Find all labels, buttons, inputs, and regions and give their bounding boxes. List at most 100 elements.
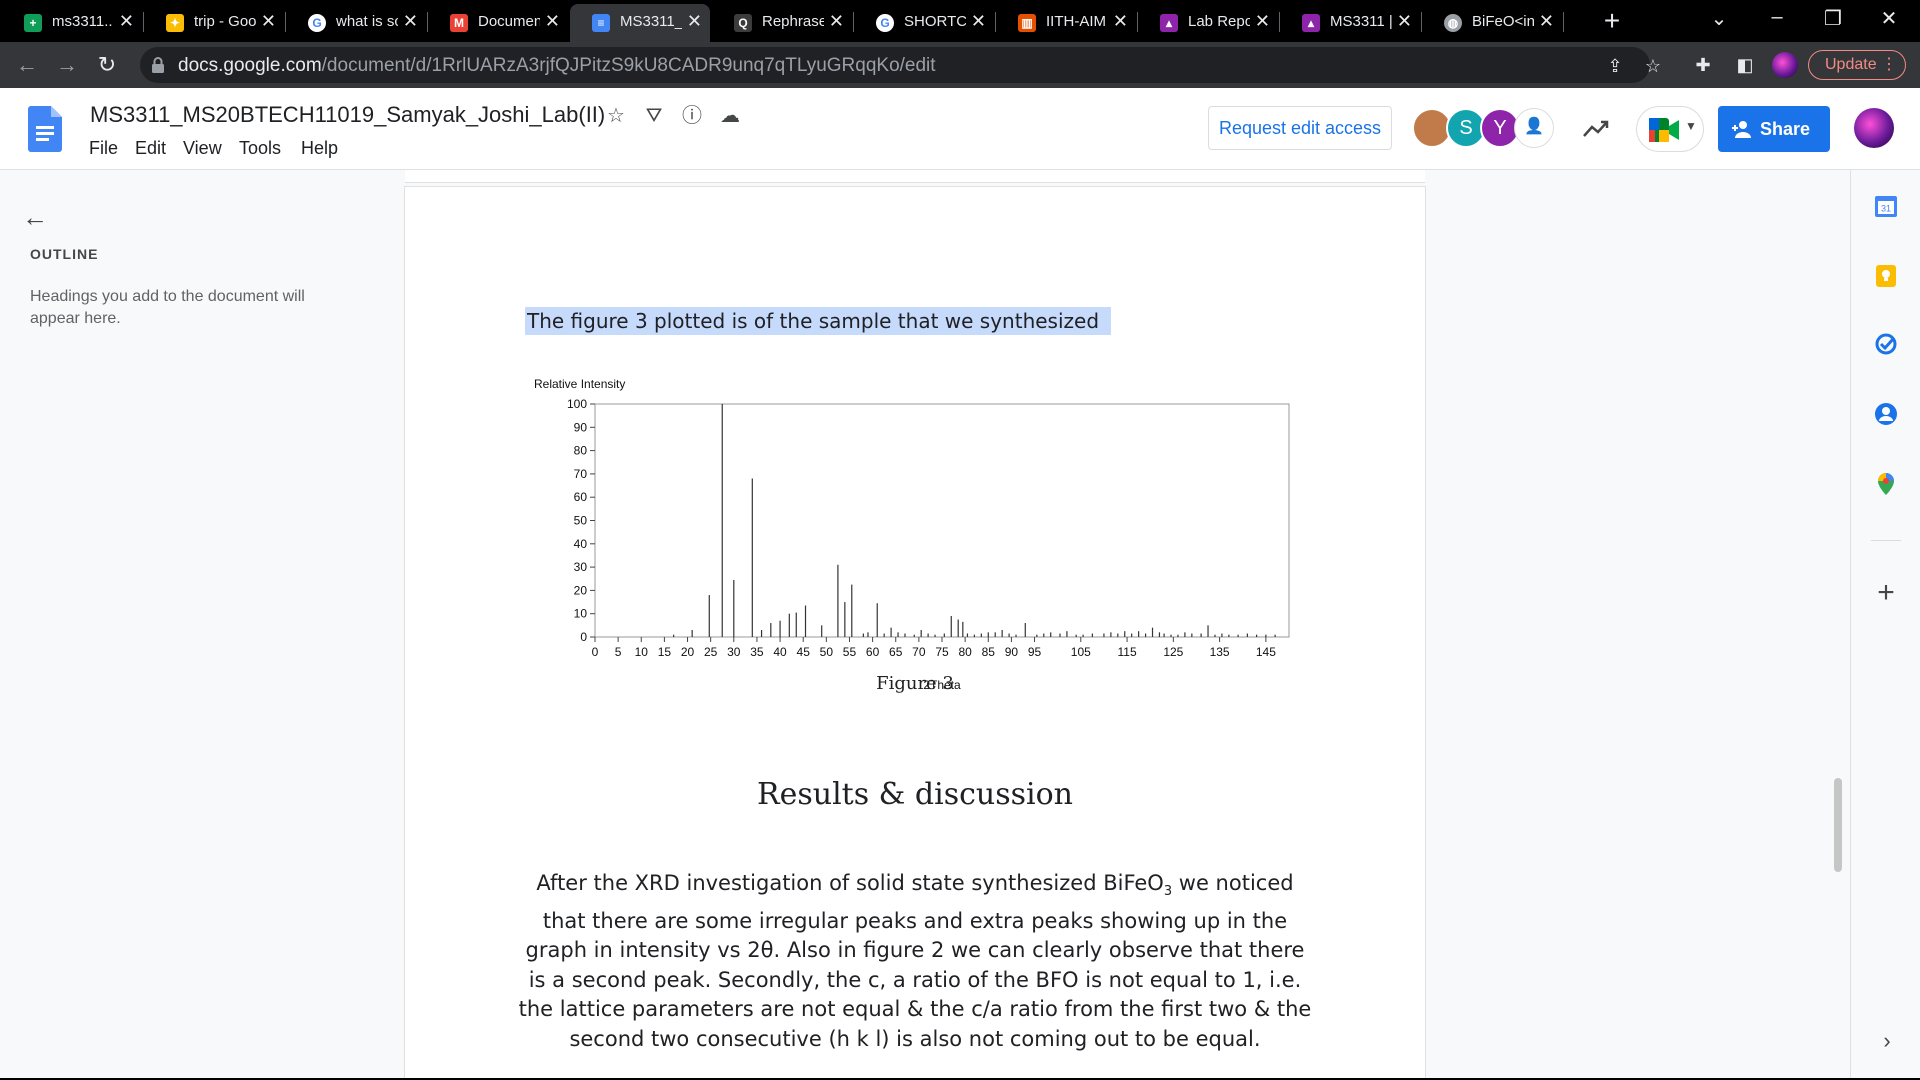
para-part-1: After the XRD investigation of solid sta… <box>536 871 1164 895</box>
menu-edit[interactable]: Edit <box>135 138 167 158</box>
menu-file[interactable]: File <box>89 138 119 158</box>
get-addons-plus-icon[interactable]: + <box>1877 576 1895 609</box>
collaborator-avatar[interactable] <box>1412 108 1452 148</box>
body-paragraph[interactable]: After the XRD investigation of solid sta… <box>515 869 1315 1054</box>
tab-separator <box>1563 12 1564 32</box>
x-tick-label: 85 <box>982 645 996 659</box>
tab-separator <box>1279 12 1280 32</box>
browser-tab[interactable]: Q Rephrase ✕ <box>712 4 852 42</box>
x-tick-label: 35 <box>750 645 764 659</box>
new-tab-button[interactable]: + <box>1603 5 1621 36</box>
x-tick-label: 75 <box>935 645 949 659</box>
tab-title: IITH-AIM <box>1046 13 1106 30</box>
forward-arrow-icon[interactable]: → <box>56 52 78 77</box>
side-panel-icon[interactable]: ◧ <box>1736 55 1754 75</box>
window-bottom-edge <box>0 1078 1920 1080</box>
close-window-button[interactable]: ✕ <box>1880 8 1898 30</box>
info-icon[interactable]: ⓘ <box>682 105 702 127</box>
close-tab-icon[interactable]: ✕ <box>1396 11 1412 31</box>
browser-tab[interactable]: ◍ BiFeO<in ✕ <box>1422 4 1562 42</box>
menu-view[interactable]: View <box>183 138 222 158</box>
x-tick-label: 25 <box>704 645 718 659</box>
menu-tools[interactable]: Tools <box>239 138 282 158</box>
close-tab-icon[interactable]: ✕ <box>1112 11 1128 31</box>
docs-logo-icon[interactable] <box>28 106 62 152</box>
x-tick-label: 30 <box>727 645 741 659</box>
keep-icon[interactable] <box>1874 264 1898 288</box>
back-arrow-icon[interactable]: ← <box>16 52 38 77</box>
browser-profile-avatar[interactable] <box>1772 52 1798 78</box>
tab-title: Lab Repo <box>1188 13 1250 30</box>
tab-title: ms3311... <box>52 13 114 30</box>
close-tab-icon[interactable]: ✕ <box>260 11 276 31</box>
update-label: Update <box>1825 56 1877 73</box>
activity-dashboard-icon[interactable] <box>1582 114 1610 142</box>
close-tab-icon[interactable]: ✕ <box>970 11 986 31</box>
browser-tab[interactable]: G SHORTCU✕ <box>854 4 994 42</box>
share-button[interactable]: Share <box>1718 106 1830 152</box>
outline-header: OUTLINE <box>30 246 99 262</box>
maps-icon[interactable] <box>1874 472 1898 496</box>
calendar-icon[interactable]: 31 <box>1874 194 1898 218</box>
close-tab-icon[interactable]: ✕ <box>1538 11 1554 31</box>
document-title[interactable]: MS3311_MS20BTECH11019_Samyak_Joshi_Lab(I… <box>90 102 606 127</box>
x-tick-label: 60 <box>866 645 880 659</box>
share-page-icon[interactable]: ⇪ <box>1607 56 1623 76</box>
close-tab-icon[interactable]: ✕ <box>828 11 844 31</box>
anonymous-viewers-icon[interactable]: 👤 <box>1514 108 1554 148</box>
browser-tab[interactable]: ▥ IITH-AIM ✕ <box>996 4 1136 42</box>
close-tab-icon[interactable]: ✕ <box>118 11 134 31</box>
menu-help[interactable]: Help <box>301 138 339 158</box>
extensions-puzzle-icon[interactable]: ✚ <box>1695 55 1711 75</box>
person-add-icon <box>1732 121 1751 138</box>
update-button[interactable]: Update ⋮ <box>1808 50 1906 80</box>
browser-tab[interactable]: ▴ Lab Repo ✕ <box>1138 4 1278 42</box>
close-outline-arrow-icon[interactable]: ← <box>22 202 48 232</box>
tab-title: Rephrase <box>762 13 824 30</box>
request-edit-access-button[interactable]: Request edit access <box>1208 106 1392 150</box>
x-tick-label: 10 <box>635 645 649 659</box>
star-icon[interactable]: ☆ <box>607 105 625 127</box>
tab-title: trip - Goo <box>194 13 256 30</box>
x-tick-label: 105 <box>1071 645 1091 659</box>
tab-separator <box>1421 12 1422 32</box>
reload-icon[interactable]: ↻ <box>97 52 117 77</box>
x-tick-label: 50 <box>820 645 834 659</box>
close-tab-icon[interactable]: ✕ <box>1254 11 1270 31</box>
tab-search-chevron-icon[interactable]: ⌄ <box>1710 8 1728 30</box>
tab-title: MS3311 | <box>1330 13 1392 30</box>
move-to-drive-icon[interactable]: ⛛ <box>645 105 663 127</box>
highlighted-text[interactable]: The figure 3 plotted is of the sample th… <box>525 307 1112 335</box>
contacts-icon[interactable] <box>1874 402 1898 426</box>
x-tick-label: 135 <box>1210 645 1230 659</box>
side-panel-divider <box>1871 540 1901 541</box>
close-tab-icon[interactable]: ✕ <box>544 11 560 31</box>
bookmark-star-icon[interactable]: ☆ <box>1644 56 1662 76</box>
chart-xlabel: 2Theta <box>923 678 961 692</box>
google-icon: G <box>308 14 326 32</box>
meet-icon <box>1649 118 1679 142</box>
vertical-scrollbar-thumb[interactable] <box>1834 778 1842 872</box>
meet-button[interactable]: ▼ <box>1636 106 1704 152</box>
minimize-window-button[interactable]: – <box>1771 6 1783 28</box>
browser-tab[interactable]: ▴ MS3311 | ✕ <box>1280 4 1420 42</box>
close-tab-icon[interactable]: ✕ <box>402 11 418 31</box>
account-avatar[interactable] <box>1854 108 1894 148</box>
restore-window-button[interactable]: ❐ <box>1824 8 1842 30</box>
address-bar[interactable]: docs.google.com/document/d/1RrlUARzA3rjf… <box>140 47 1661 83</box>
url-text: docs.google.com/document/d/1RrlUARzA3rjf… <box>178 55 936 77</box>
collaborator-avatar[interactable]: Y <box>1480 108 1520 148</box>
close-tab-icon[interactable]: ✕ <box>686 11 702 31</box>
sheets-icon: + <box>24 14 42 32</box>
tasks-icon[interactable] <box>1874 332 1898 356</box>
document-page[interactable]: The figure 3 plotted is of the sample th… <box>405 187 1425 1080</box>
xrd-chart: Relative Intensity 010203040506070809010… <box>534 377 1290 692</box>
browser-tab[interactable]: M Documen ✕ <box>428 4 568 42</box>
expand-side-panel-icon[interactable]: › <box>1883 1028 1891 1053</box>
y-tick-label: 20 <box>574 583 588 597</box>
browser-tab[interactable]: ≡ MS3311_ ✕ <box>570 4 710 42</box>
browser-tab[interactable]: + ms3311... ✕ <box>2 4 142 42</box>
cloud-status-icon[interactable]: ☁ <box>720 105 740 127</box>
browser-tab[interactable]: ✦ trip - Goo ✕ <box>144 4 284 42</box>
